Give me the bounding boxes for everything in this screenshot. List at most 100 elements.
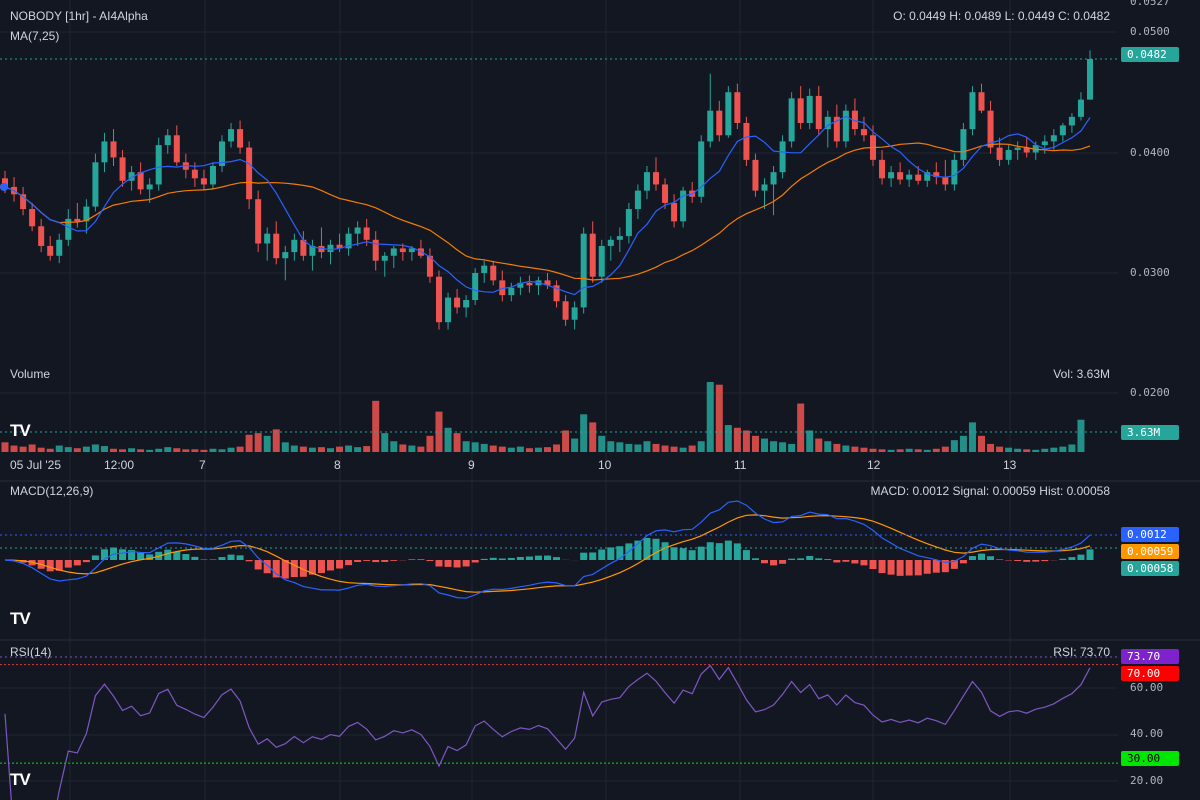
volume-bar (688, 445, 696, 452)
candle-body (318, 245, 325, 253)
volume-bar (779, 442, 787, 452)
volume-bar (245, 434, 253, 452)
candle-body (463, 300, 470, 308)
candle-body (300, 239, 307, 256)
volume-label: Volume (10, 367, 51, 381)
volume-bar (480, 443, 488, 452)
candle-body (209, 166, 216, 185)
macd-histogram-bar (652, 538, 660, 560)
volume-bar (806, 430, 814, 452)
candle-body (1087, 59, 1093, 100)
volume-bar (1032, 449, 1040, 452)
macd-histogram-bar (209, 559, 217, 560)
volume-bar (507, 447, 515, 452)
candle-body (680, 190, 687, 222)
candle-body (508, 287, 515, 296)
volume-bar (372, 400, 380, 452)
volume-bar (417, 446, 425, 452)
rsi-70-tag: 70.00 (1121, 666, 1179, 681)
candle-body (734, 92, 741, 123)
macd-histogram-bar (272, 560, 280, 578)
candle-body (155, 145, 162, 185)
macd-histogram-bar (1023, 560, 1031, 562)
macd-histogram-bar (372, 560, 380, 563)
macd-histogram-bar (1077, 554, 1085, 560)
candle-body (200, 178, 207, 185)
volume-bar (987, 443, 995, 452)
candle-body (1050, 135, 1057, 142)
candle-body (1023, 147, 1030, 153)
ma-label: MA(7,25) (10, 29, 60, 43)
macd-histogram-bar (1068, 557, 1076, 560)
macd-histogram-bar (905, 560, 913, 576)
macd-histogram-bar (453, 560, 461, 568)
volume-bar (706, 382, 714, 452)
candle-body (1077, 99, 1084, 117)
macd-histogram-bar (498, 558, 506, 560)
volume-bar (489, 445, 497, 452)
volume-bar (1023, 449, 1031, 452)
time-label: 11 (734, 458, 747, 472)
ma7-line (4, 115, 1091, 296)
candle-body (499, 280, 506, 296)
candle-body (408, 248, 415, 253)
candle-body (653, 172, 659, 185)
candle-body (824, 116, 831, 130)
candle-body (671, 202, 678, 222)
volume-bar (607, 441, 615, 452)
candle-body (833, 116, 840, 142)
volume-readout: Vol: 3.63M (1053, 367, 1110, 381)
time-label: 05 Jul '25 (10, 458, 61, 472)
macd-histogram-bar (308, 560, 316, 575)
ma7-start-dot (0, 182, 8, 191)
macd-histogram-bar (1032, 560, 1040, 562)
macd-histogram-bar (327, 560, 334, 571)
rsi-value-tag: 73.70 (1121, 649, 1179, 664)
macd-histogram-bar (73, 560, 81, 566)
macd-histogram-bar (661, 542, 669, 560)
macd-histogram-bar (788, 558, 796, 560)
volume-bar (73, 448, 81, 452)
rsi-line (4, 664, 1091, 800)
macd-histogram-bar (444, 560, 452, 567)
volume-bar (363, 446, 371, 452)
macd-histogram-bar (851, 560, 859, 564)
volume-bar (833, 443, 841, 452)
candle-body (426, 255, 433, 277)
candle-body (1068, 116, 1075, 126)
macd-histogram-bar (516, 556, 524, 560)
volume-bar (516, 446, 524, 452)
candle-body (228, 129, 235, 142)
volume-bar (905, 448, 913, 452)
macd-histogram-bar (607, 547, 615, 560)
macd-label: MACD(12,26,9) (10, 484, 94, 498)
macd-histogram-bar (1086, 549, 1094, 560)
volume-bar (643, 441, 651, 452)
macd-histogram-bar (408, 559, 416, 560)
macd-histogram-bar (354, 560, 362, 562)
macd-histogram-bar (191, 556, 199, 560)
candle-body (92, 162, 99, 207)
macd-histogram-bar (887, 560, 895, 575)
candle-body (662, 184, 669, 203)
macd-histogram-bar (715, 543, 723, 560)
candle-body (83, 206, 90, 222)
macd-histogram-bar (227, 554, 235, 560)
macd-readout: MACD: 0.0012 Signal: 0.00059 Hist: 0.000… (870, 484, 1110, 498)
macd-histogram-bar (806, 555, 814, 560)
candle-body (643, 172, 650, 191)
candle-body (372, 239, 379, 261)
macd-histogram-bar (742, 550, 750, 560)
macd-line (4, 500, 1091, 599)
macd-histogram-bar (146, 554, 154, 560)
candle-body (526, 282, 533, 286)
volume-bar (399, 444, 407, 452)
volume-bar (697, 441, 705, 452)
candle-body (164, 135, 171, 146)
candle-body (553, 285, 560, 302)
time-label: 12:00 (104, 458, 135, 472)
macd-histogram-bar (317, 560, 325, 574)
macd-histogram-bar (643, 538, 651, 560)
